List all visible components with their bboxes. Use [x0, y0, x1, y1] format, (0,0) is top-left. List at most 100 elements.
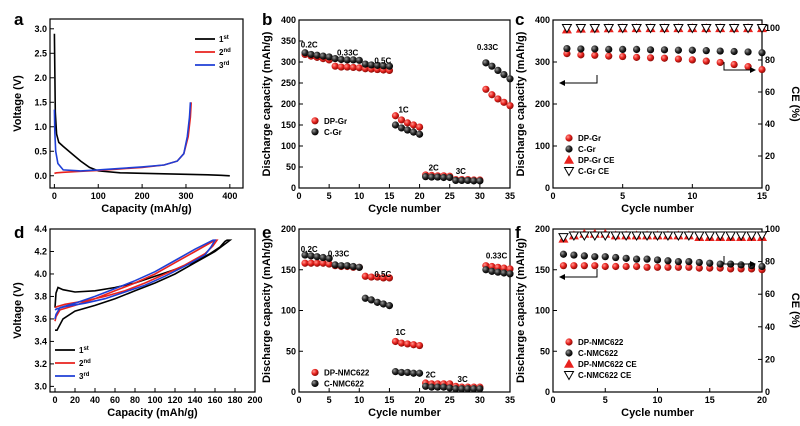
- data-point: [714, 24, 726, 34]
- y-tick-label: 1.0: [34, 122, 47, 132]
- legend-swatch: [565, 145, 573, 153]
- rate-annotation: 2C: [426, 370, 436, 379]
- legend-swatch: [311, 368, 319, 377]
- data-point: [482, 59, 490, 67]
- legend-swatch: [565, 338, 573, 346]
- data-point: [589, 231, 601, 242]
- data-point: [385, 62, 394, 70]
- data-point: [664, 257, 672, 265]
- data-point: [494, 66, 502, 74]
- rate-annotation: 0.33C: [477, 43, 499, 52]
- legend-label-sup: st: [223, 35, 228, 41]
- data-point: [685, 258, 693, 266]
- data-point: [695, 264, 703, 272]
- y-tick-label: 200: [281, 99, 296, 109]
- data-point: [591, 51, 599, 59]
- data-point: [589, 24, 601, 34]
- data-point: [568, 231, 580, 242]
- data-point: [673, 24, 684, 34]
- data-point: [716, 260, 724, 268]
- y-right-tick-label: 0: [765, 183, 770, 193]
- data-point: [688, 56, 696, 64]
- data-point: [603, 24, 615, 34]
- panel-letter-a: a: [14, 10, 24, 29]
- data-point: [558, 233, 569, 243]
- data-point: [434, 383, 442, 391]
- data-point: [331, 261, 339, 269]
- y-tick-label: 0.0: [34, 171, 47, 181]
- data-point: [575, 24, 587, 34]
- y-right-tick-label: 100: [765, 224, 780, 234]
- data-point: [482, 85, 490, 93]
- y-tick-label: 2.5: [34, 48, 47, 58]
- data-point: [735, 231, 747, 242]
- data-point: [349, 63, 357, 72]
- data-point: [714, 231, 726, 242]
- data-point: [470, 385, 478, 393]
- data-point: [631, 231, 642, 242]
- legend-entry: 1st: [79, 346, 89, 355]
- panel-e: e 0 5 10 15 20 25 30 35 0 50 100 150 200 Cycle number D…: [261, 223, 515, 419]
- legend-label-sup: st: [83, 346, 88, 352]
- x-tick-label: 60: [110, 395, 120, 405]
- x-tick-label: 120: [167, 395, 182, 405]
- data-point: [355, 56, 363, 64]
- legend-label-sup: nd: [223, 48, 231, 54]
- rate-annotation: 0.5C: [374, 56, 391, 65]
- data-point: [577, 45, 585, 53]
- data-point: [693, 231, 705, 242]
- data-point: [728, 24, 740, 34]
- data-point: [500, 269, 508, 277]
- y-tick-label: 200: [281, 224, 296, 234]
- data-point: [756, 24, 768, 34]
- data-point: [494, 95, 502, 103]
- x-tick-label: 30: [475, 395, 485, 405]
- data-point: [307, 50, 315, 59]
- data-point: [756, 231, 768, 242]
- data-point: [409, 369, 418, 377]
- y-tick-label: 100: [281, 141, 296, 151]
- data-point: [422, 382, 430, 390]
- data-point: [464, 385, 472, 393]
- data-point: [643, 255, 651, 263]
- y-tick-label: 0.5: [34, 146, 47, 156]
- x-tick-label: 30: [475, 191, 485, 201]
- legend-entry: DP-Gr: [324, 117, 347, 126]
- x-tick-label: 140: [187, 395, 202, 405]
- legend-swatch: [311, 117, 319, 125]
- right-axis-arrowhead: [750, 67, 756, 73]
- y-right-axis-title: CE (%): [789, 86, 800, 122]
- data-point: [409, 121, 418, 129]
- data-point: [355, 263, 363, 271]
- legend-label-main: 2: [219, 48, 224, 57]
- data-point: [601, 253, 609, 261]
- y-axis-title: Discharge capacity (mAh/g): [261, 31, 273, 176]
- data-point: [662, 231, 674, 242]
- data-point: [482, 266, 490, 274]
- x-tick-label: 5: [603, 395, 608, 405]
- legend-entry: C-Gr: [324, 128, 342, 137]
- x-tick-label: 0: [550, 191, 555, 201]
- data-point: [706, 259, 714, 267]
- panel-letter-f: f: [515, 223, 521, 242]
- x-tick-label: 40: [90, 395, 100, 405]
- data-point: [758, 262, 766, 271]
- data-point: [622, 254, 630, 262]
- panel-letter-c: c: [515, 10, 524, 29]
- y-tick-label: 350: [281, 36, 296, 46]
- data-point: [403, 340, 412, 348]
- left-axis-arrow: [563, 269, 598, 278]
- x-tick-label: 20: [415, 191, 425, 201]
- data-point: [373, 61, 381, 69]
- data-point: [452, 385, 460, 393]
- data-point: [730, 60, 738, 69]
- x-tick-label: 100: [91, 191, 106, 201]
- data-point: [633, 45, 641, 54]
- data-point: [325, 260, 333, 268]
- data-point: [470, 177, 478, 185]
- y-tick-label: 1.5: [34, 97, 47, 107]
- data-point: [716, 58, 724, 67]
- y-tick-label: 3.6: [34, 314, 47, 324]
- data-point: [391, 368, 400, 376]
- x-tick-label: 10: [687, 191, 697, 201]
